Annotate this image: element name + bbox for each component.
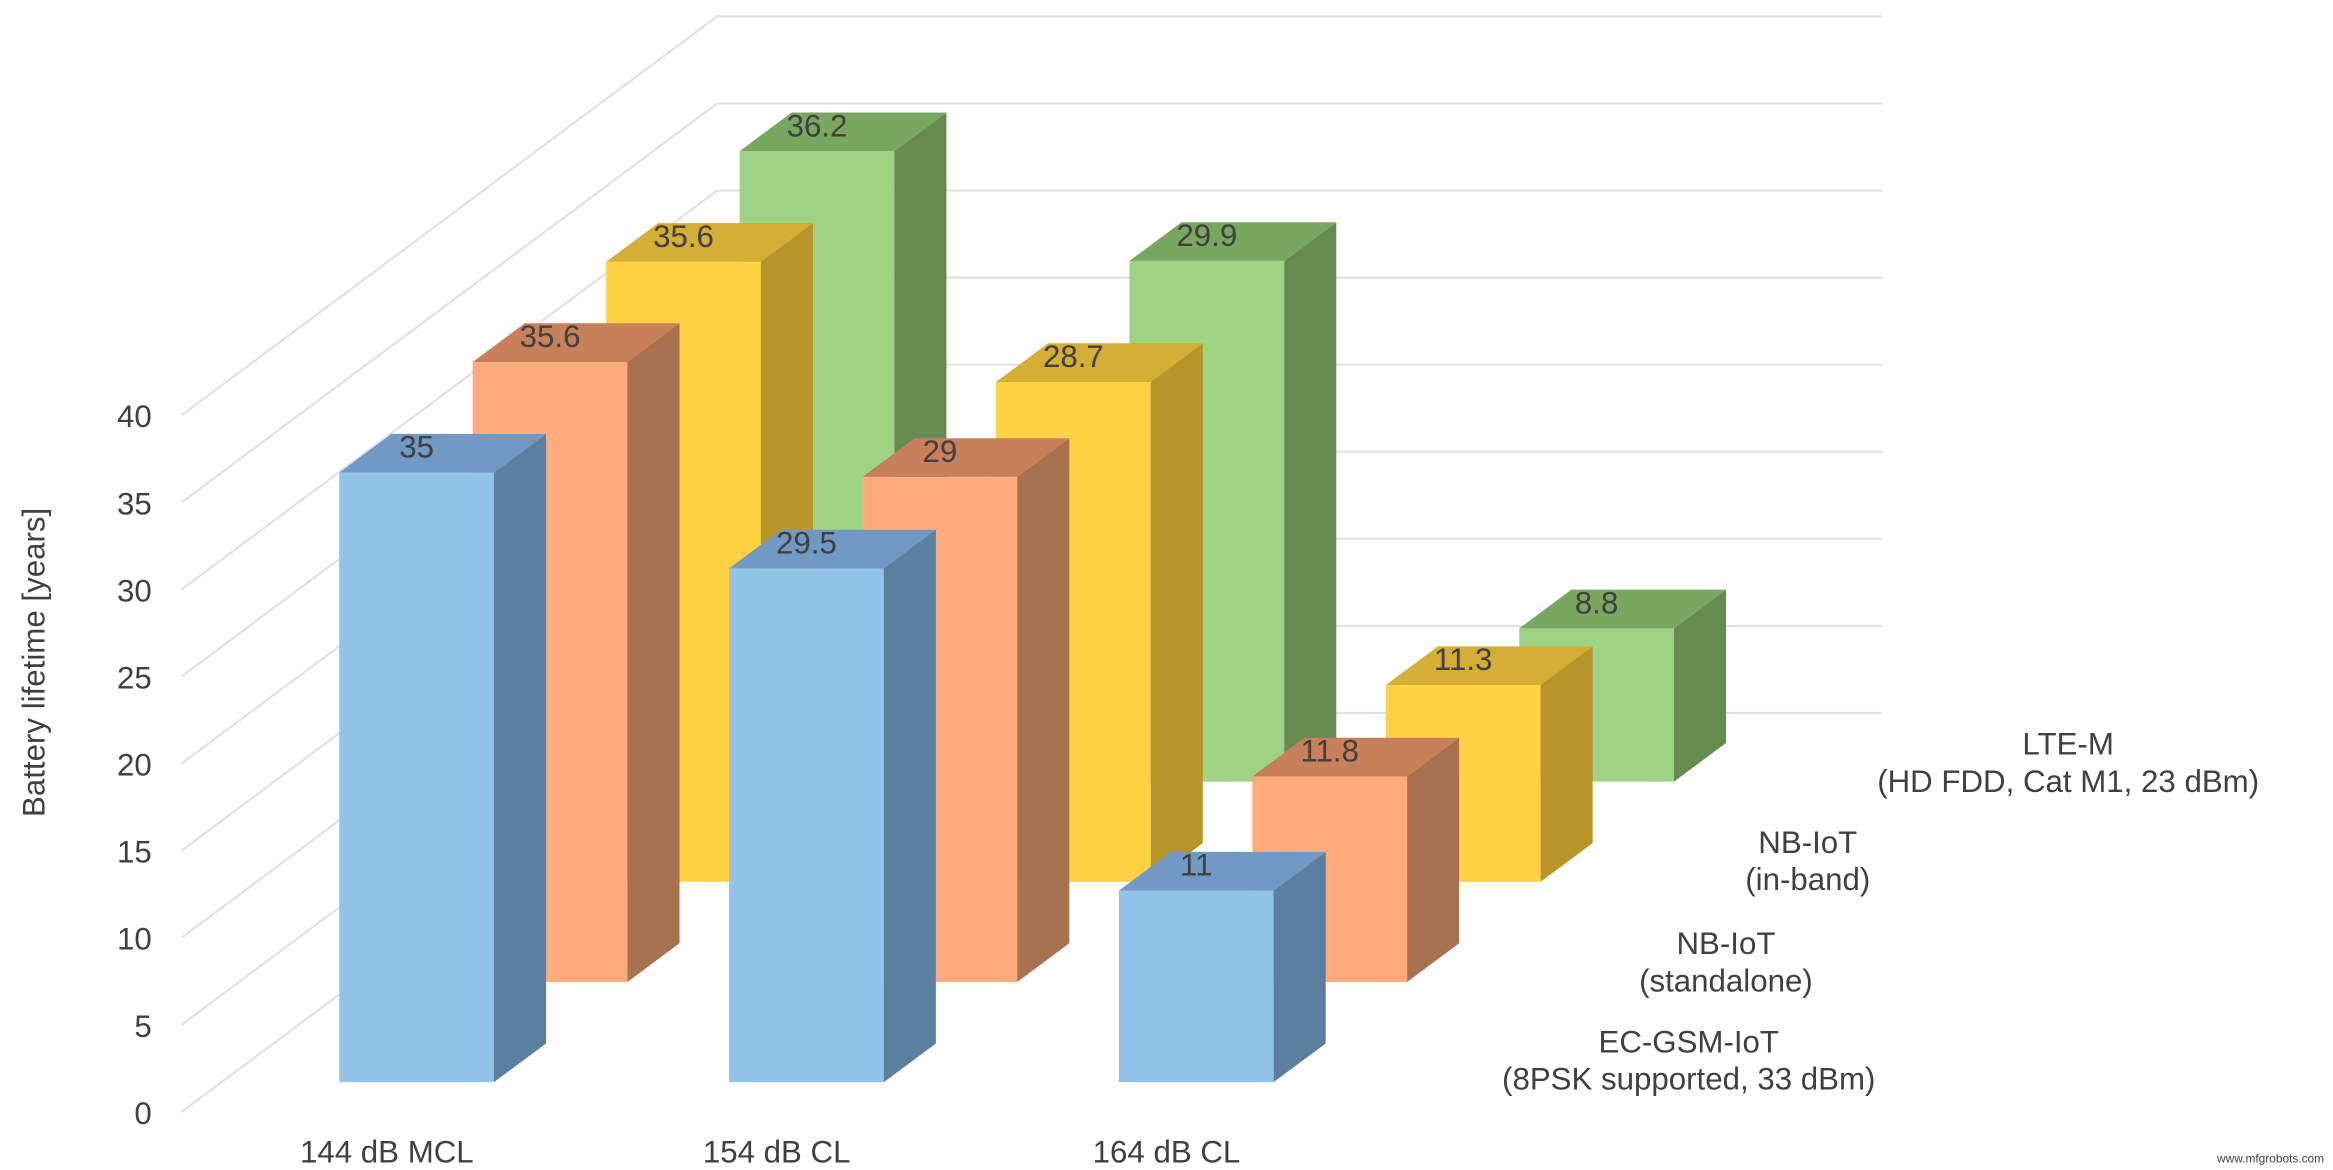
data-label: 11.8	[1300, 734, 1359, 769]
bar-front	[729, 568, 884, 1083]
bar: 29.5	[729, 526, 936, 1083]
bar-top	[862, 438, 1070, 477]
y-axis-ticks: 0 5 10 15 20 25 30 35 40	[117, 399, 152, 1131]
series-name: NB-IoT	[1758, 825, 1857, 860]
data-label: 29.9	[1176, 218, 1237, 253]
y-tick-label: 35	[117, 486, 152, 521]
y-tick-label: 20	[117, 748, 152, 783]
bar-top	[1252, 737, 1460, 777]
bar-side	[493, 433, 547, 1083]
bar-side	[1150, 343, 1203, 882]
bar-top	[606, 223, 813, 262]
bar-side	[1284, 222, 1337, 782]
bar-side	[1273, 851, 1326, 1083]
data-label: 35	[399, 430, 434, 465]
bars: 36.2 29.9 8.8 35.6 28.7 11.3 35.6 29 11.8 35 29.5 1…	[339, 108, 1727, 1083]
data-label: 11	[1180, 848, 1212, 883]
bar-front	[1118, 890, 1274, 1083]
y-tick-label: 0	[134, 1096, 151, 1131]
gridline-depth	[180, 15, 718, 417]
bar-side	[1540, 646, 1593, 882]
bar-side	[883, 529, 936, 1083]
data-label: 36.2	[787, 108, 848, 143]
category-label: 164 dB CL	[1093, 1135, 1241, 1170]
y-tick-label: 30	[117, 573, 152, 608]
series-detail: (HD FDD, Cat M1, 23 dBm)	[1877, 764, 2259, 799]
y-tick-label: 10	[117, 922, 152, 957]
bar-top	[472, 323, 680, 362]
series-detail: (in-band)	[1745, 862, 1870, 897]
bar: 35	[339, 430, 547, 1083]
bar-side	[1017, 438, 1070, 982]
bar: 11	[1118, 848, 1326, 1083]
y-axis-title: Battery lifetime [years]	[17, 508, 52, 817]
series-labels: EC-GSM-IoT(8PSK supported, 33 dBm) NB-IoT…	[1502, 727, 2259, 1097]
data-label: 8.8	[1575, 585, 1618, 620]
category-label: 144 dB MCL	[300, 1135, 474, 1170]
data-label: 29.5	[776, 526, 837, 561]
gridline-depth	[180, 102, 718, 504]
bar-top	[1519, 589, 1727, 629]
series-detail: (8PSK supported, 33 dBm)	[1502, 1062, 1875, 1097]
bar-top	[995, 343, 1203, 382]
series-name: LTE-M	[2022, 727, 2113, 762]
x-axis-categories: 144 dB MCL 154 dB CL 164 dB CL	[300, 1135, 1240, 1170]
bar-top	[339, 433, 547, 473]
data-label: 35.6	[520, 319, 581, 354]
data-label: 29	[923, 434, 958, 469]
bar-top	[739, 112, 947, 152]
data-label: 28.7	[1043, 339, 1104, 374]
bar-side	[1674, 589, 1727, 782]
category-label: 154 dB CL	[703, 1135, 851, 1170]
bar-top	[729, 529, 936, 569]
watermark: www.mfgrobots.com	[2216, 1152, 2324, 1166]
series-name: NB-IoT	[1676, 926, 1775, 961]
bar-side	[627, 323, 680, 982]
bar-front	[339, 472, 494, 1083]
y-tick-label: 5	[134, 1009, 151, 1044]
bar-top	[1129, 222, 1337, 261]
bar-top	[1118, 851, 1326, 891]
y-tick-label: 40	[117, 399, 152, 434]
bar-top	[1385, 646, 1593, 686]
series-name: EC-GSM-IoT	[1598, 1024, 1779, 1059]
series-detail: (standalone)	[1639, 963, 1813, 998]
data-label: 35.6	[653, 219, 714, 254]
y-tick-label: 25	[117, 660, 152, 695]
data-label: 11.3	[1434, 642, 1493, 677]
bar-side	[1407, 737, 1460, 982]
y-tick-label: 15	[117, 835, 152, 870]
